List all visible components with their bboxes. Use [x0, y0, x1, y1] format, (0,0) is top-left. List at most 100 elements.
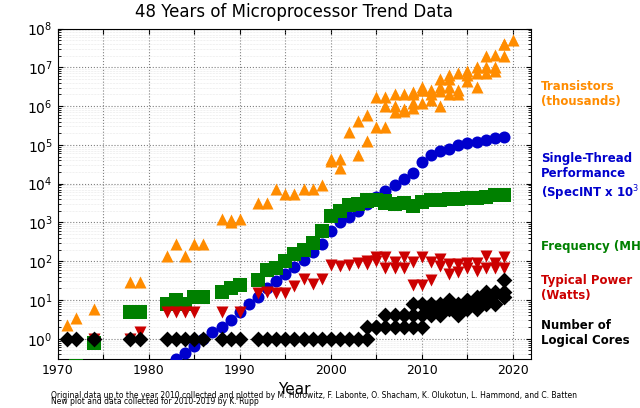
Point — [326, 158, 336, 165]
Point — [399, 312, 409, 319]
Point — [390, 324, 400, 330]
Point — [426, 277, 436, 284]
Point — [408, 259, 418, 265]
Point — [435, 148, 445, 154]
Point — [326, 212, 336, 219]
Point — [271, 278, 282, 285]
Point — [490, 259, 500, 266]
Point — [408, 100, 418, 107]
Point — [453, 142, 463, 148]
Point — [216, 289, 227, 295]
Point — [417, 312, 427, 319]
Point — [481, 136, 491, 143]
Point — [280, 271, 291, 277]
Point — [390, 312, 400, 319]
Point — [89, 305, 99, 312]
Point — [362, 335, 372, 342]
Point — [435, 305, 445, 312]
Point — [61, 374, 72, 381]
Point — [481, 289, 491, 295]
Point — [481, 297, 491, 303]
Text: New plot and data collected for 2010-2019 by K. Rupp: New plot and data collected for 2010-201… — [51, 397, 259, 406]
Point — [444, 261, 454, 267]
Point — [216, 335, 227, 342]
Point — [453, 87, 463, 93]
Point — [472, 70, 482, 76]
Point — [399, 176, 409, 182]
Point — [362, 112, 372, 118]
Point — [417, 253, 427, 260]
Point — [171, 308, 181, 315]
Point — [399, 324, 409, 330]
Point — [253, 335, 263, 342]
Point — [289, 283, 300, 289]
Point — [134, 335, 145, 342]
Point — [280, 335, 291, 342]
Point — [453, 91, 463, 98]
Point — [380, 200, 390, 206]
Point — [317, 241, 327, 247]
Point — [426, 87, 436, 93]
Point — [225, 335, 236, 342]
Point — [289, 191, 300, 197]
Point — [180, 253, 190, 259]
Point — [408, 203, 418, 209]
Point — [180, 308, 190, 315]
Point — [253, 290, 263, 297]
Point — [380, 124, 390, 130]
Point — [490, 265, 500, 272]
Point — [462, 300, 472, 307]
Point — [426, 91, 436, 98]
Point — [499, 192, 509, 199]
Point — [481, 194, 491, 200]
Point — [472, 259, 482, 266]
Point — [435, 312, 445, 319]
Point — [362, 257, 372, 264]
Point — [417, 159, 427, 165]
Point — [444, 145, 454, 152]
Point — [289, 251, 300, 257]
Point — [390, 103, 400, 109]
Point — [426, 312, 436, 319]
Point — [70, 315, 81, 321]
Point — [472, 305, 482, 312]
Point — [399, 312, 409, 319]
Point — [435, 197, 445, 203]
Point — [499, 294, 509, 300]
Point — [216, 216, 227, 223]
Point — [134, 383, 145, 389]
Point — [435, 76, 445, 82]
Point — [335, 219, 345, 226]
Point — [253, 200, 263, 206]
Point — [335, 335, 345, 342]
Point — [499, 289, 509, 295]
Point — [326, 335, 336, 342]
Point — [280, 290, 291, 297]
Point — [317, 335, 327, 342]
Point — [70, 335, 81, 342]
Point — [189, 335, 199, 342]
Point — [399, 91, 409, 98]
Point — [481, 265, 491, 272]
Text: Transistors
(thousands): Transistors (thousands) — [541, 80, 621, 108]
Point — [317, 181, 327, 188]
Point — [462, 78, 472, 84]
Point — [417, 324, 427, 330]
Point — [353, 208, 364, 214]
Point — [262, 200, 272, 206]
Point — [408, 170, 418, 176]
Point — [399, 108, 409, 115]
Point — [444, 91, 454, 98]
Point — [390, 91, 400, 98]
Point — [490, 51, 500, 58]
Point — [426, 300, 436, 307]
Point — [162, 308, 172, 315]
Point — [271, 265, 282, 271]
Point — [280, 258, 291, 264]
Point — [307, 281, 317, 287]
Point — [353, 335, 364, 342]
Point — [417, 87, 427, 93]
Point — [472, 139, 482, 145]
Point — [235, 308, 245, 315]
Point — [408, 324, 418, 330]
